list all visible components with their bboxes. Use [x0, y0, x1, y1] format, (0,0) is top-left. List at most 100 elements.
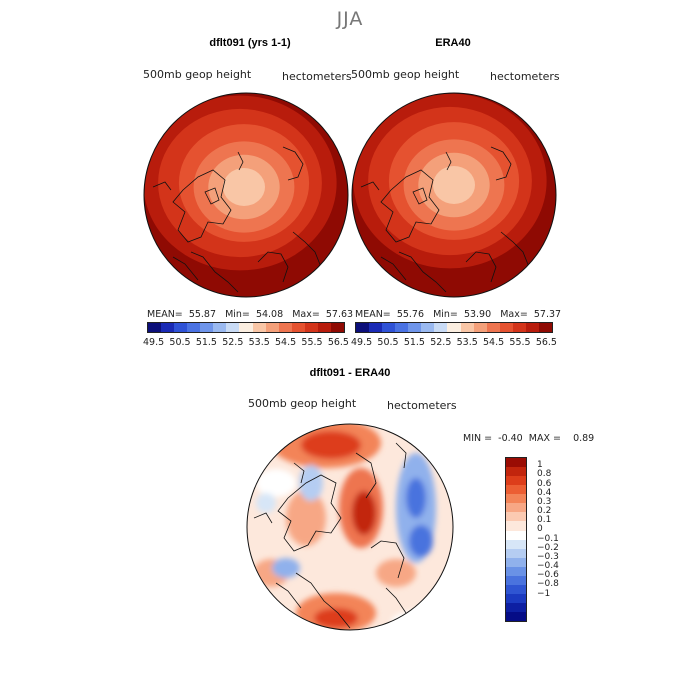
coastline-outlines	[253, 442, 407, 629]
colorbar-tick-label: 53.5	[456, 337, 478, 348]
colorbar-swatch	[506, 530, 526, 540]
contour-band	[223, 168, 265, 206]
colorbar-swatch	[538, 323, 552, 332]
colorbar-tick-label: 51.5	[195, 337, 217, 348]
colorbar-era40-ticks: 49.5 50.5 51.5 52.5 53.5 54.5 55.5 56.5	[351, 337, 557, 349]
colorbar-tick-label: 54.5	[275, 337, 297, 348]
panel-title-era40: ERA40	[435, 37, 471, 49]
colorbar-tick-label: 0.6	[537, 478, 552, 489]
colorbar-swatch	[525, 323, 539, 332]
colorbar-swatch	[447, 323, 461, 332]
colorbar-swatch	[200, 323, 214, 332]
panel1-units-label: hectometers	[282, 70, 352, 83]
coastline-outlines	[360, 146, 530, 293]
panel3-stats: MIN = -0.40 MAX = 0.89	[463, 433, 595, 444]
colorbar-swatch	[506, 512, 526, 522]
colorbar-tick-label: 0.8	[537, 469, 552, 480]
colorbar-tick-label: 51.5	[403, 337, 425, 348]
panel-title-difference: dflt091 - ERA40	[309, 367, 391, 379]
colorbar-swatch	[317, 323, 331, 332]
polar-map-era40	[351, 92, 557, 298]
colorbar-swatch	[506, 476, 526, 486]
colorbar-tick-label: 0.2	[537, 506, 552, 516]
colorbar-tick-label: 0	[537, 524, 543, 535]
colorbar-difference-ticks: 1 0.8 0.6 0.4 0.3 0.2 0.1 0 −0.1 −0.2 −0.3 −0.4 −0.6…	[537, 457, 577, 622]
colorbar-tick-label: 54.5	[483, 337, 505, 348]
colorbar-swatch	[330, 323, 344, 332]
colorbar-swatch	[473, 323, 487, 332]
colorbar-tick-label: 56.5	[327, 337, 349, 348]
colorbar-tick-label: 53.5	[248, 337, 270, 348]
colorbar-swatch	[506, 467, 526, 477]
contour-band	[433, 166, 475, 204]
panel3-variable-label: 500mb geop height	[248, 397, 357, 410]
polar-map-difference	[246, 423, 454, 631]
panel-title-model: dflt091 (yrs 1-1)	[209, 37, 291, 49]
colorbar-difference	[505, 457, 527, 622]
colorbar-swatch	[506, 521, 526, 531]
colorbar-swatch	[506, 593, 526, 603]
colorbar-swatch	[369, 323, 383, 332]
colorbar-swatch	[278, 323, 292, 332]
colorbar-swatch	[421, 323, 435, 332]
colorbar-swatch	[506, 566, 526, 576]
colorbar-swatch	[434, 323, 448, 332]
colorbar-tick-label: 0.3	[537, 496, 552, 507]
colorbar-tick-label: 55.5	[301, 337, 323, 348]
colorbar-tick-label: 49.5	[351, 337, 373, 348]
colorbar-swatch	[506, 548, 526, 558]
panel2-stats: MEAN= 55.76 Min= 53.90 Max= 57.37	[355, 309, 562, 320]
colorbar-swatch	[512, 323, 526, 332]
colorbar-swatch	[291, 323, 305, 332]
colorbar-swatch	[506, 603, 526, 613]
colorbar-tick-label: −0.4	[537, 561, 559, 571]
colorbar-swatch	[356, 323, 370, 332]
colorbar-tick-label: 1	[537, 460, 543, 471]
colorbar-swatch	[506, 485, 526, 495]
colorbar-tick-label: −0.3	[537, 551, 559, 562]
difference-anomaly-field	[253, 424, 441, 630]
colorbar-tick-label: 50.5	[169, 337, 191, 348]
colorbar-swatch	[239, 323, 253, 332]
colorbar-tick-label: 52.5	[222, 337, 244, 348]
colorbar-swatch	[506, 557, 526, 567]
colorbar-tick-label: 56.5	[535, 337, 557, 348]
colorbar-tick-label: 52.5	[430, 337, 452, 348]
colorbar-era40	[355, 322, 553, 333]
colorbar-swatch	[382, 323, 396, 332]
colorbar-swatch	[506, 575, 526, 585]
colorbar-swatch	[226, 323, 240, 332]
colorbar-swatch	[506, 584, 526, 594]
colorbar-swatch	[506, 539, 526, 549]
colorbar-tick-label: 55.5	[509, 337, 531, 348]
panel2-units-label: hectometers	[490, 70, 560, 83]
colorbar-tick-label: −0.6	[537, 570, 559, 581]
colorbar-tick-label: −0.8	[537, 579, 559, 590]
colorbar-swatch	[252, 323, 266, 332]
panel2-variable-label: 500mb geop height	[351, 68, 460, 81]
colorbar-swatch	[265, 323, 279, 332]
panel3-units-label: hectometers	[387, 399, 457, 412]
colorbar-tick-label: 49.5	[143, 337, 165, 348]
colorbar-swatch	[506, 503, 526, 513]
coastline-outlines	[152, 146, 322, 293]
colorbar-swatch	[506, 612, 526, 622]
colorbar-tick-label: −1	[537, 588, 551, 599]
colorbar-swatch	[148, 323, 162, 332]
colorbar-swatch	[499, 323, 513, 332]
panel1-stats: MEAN= 55.87 Min= 54.08 Max= 57.63	[147, 309, 354, 320]
colorbar-tick-label: −0.1	[537, 533, 559, 544]
colorbar-swatch	[304, 323, 318, 332]
colorbar-swatch	[395, 323, 409, 332]
figure-title: JJA	[336, 8, 364, 30]
colorbar-tick-label: 0.1	[537, 515, 552, 526]
colorbar-swatch	[187, 323, 201, 332]
colorbar-swatch	[506, 494, 526, 504]
colorbar-tick-label: −0.2	[537, 542, 559, 553]
colorbar-swatch	[161, 323, 175, 332]
colorbar-tick-label: 0.4	[537, 487, 552, 498]
panel1-variable-label: 500mb geop height	[143, 68, 252, 81]
colorbar-swatch	[486, 323, 500, 332]
colorbar-model-ticks: 49.5 50.5 51.5 52.5 53.5 54.5 55.5 56.5	[143, 337, 349, 349]
colorbar-swatch	[506, 458, 526, 468]
